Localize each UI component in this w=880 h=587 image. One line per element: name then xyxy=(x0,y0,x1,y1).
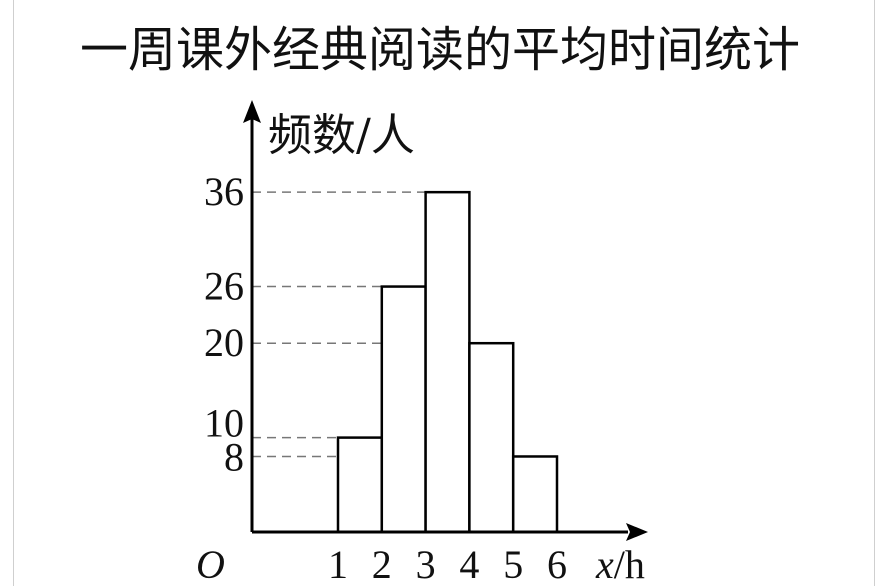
x-tick-label-5: 5 xyxy=(503,542,523,587)
y-tick-label-20: 20 xyxy=(204,320,244,365)
x-axis-label: x/h xyxy=(595,542,645,587)
x-tick-label-3: 3 xyxy=(416,542,436,587)
origin-label: O xyxy=(196,542,225,587)
histogram-bar-2 xyxy=(380,285,427,534)
bars xyxy=(336,190,559,534)
histogram-bar-5 xyxy=(511,455,559,534)
axes xyxy=(243,100,648,541)
y-tick-label-10: 10 xyxy=(204,401,244,446)
y-axis-arrow xyxy=(243,100,261,123)
chart-frame xyxy=(13,0,875,586)
x-tick-label-1: 1 xyxy=(328,542,348,587)
y-tick-label-26: 26 xyxy=(204,264,244,309)
x-tick-label-6: 6 xyxy=(547,542,567,587)
histogram-bar-4 xyxy=(468,341,515,534)
histogram-bar-1 xyxy=(336,436,384,534)
x-axis-label-variable: x xyxy=(595,542,614,587)
y-axis-label: 频数/人 xyxy=(268,110,415,161)
chart-title: 一周课外经典阅读的平均时间统计 xyxy=(80,22,800,78)
x-tick-label-4: 4 xyxy=(459,542,479,587)
y-tick-label-36: 36 xyxy=(204,169,244,214)
y-tick-label-8: 8 xyxy=(224,434,244,479)
x-tick-label-2: 2 xyxy=(372,542,392,587)
x-axis-arrow xyxy=(626,523,648,541)
histogram-bar-3 xyxy=(424,190,471,534)
x-axis-label-unit: /h xyxy=(614,542,645,587)
tick-labels: 1 2 3 4 5 6 810 20 26 36 xyxy=(204,169,567,587)
